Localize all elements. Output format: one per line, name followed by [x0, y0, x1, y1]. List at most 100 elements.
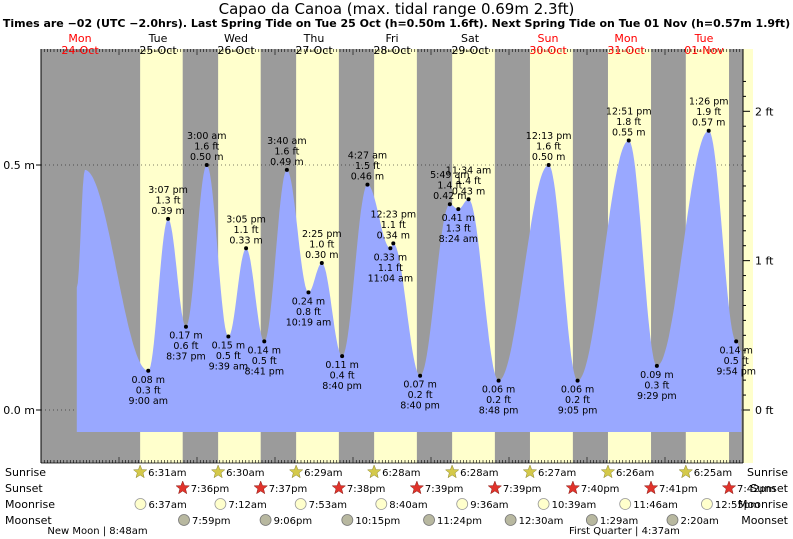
tide-area: [76, 130, 742, 432]
tide-label-line: 0.42 m: [433, 191, 466, 202]
tide-label-line: 0.5 ft: [724, 356, 749, 367]
tide-point: [244, 246, 249, 251]
moon-phase-label: First Quarter | 4:37am: [569, 526, 680, 537]
tide-label-line: 1.3 ft: [446, 224, 471, 235]
tide-point: [306, 290, 311, 295]
tide-point: [204, 163, 209, 167]
row-label-left: Moonset: [5, 514, 52, 527]
sunset-time: 7:38pm: [347, 484, 386, 495]
tide-label: 2:25 pm1.0 ft0.30 m: [302, 229, 342, 261]
tide-label-line: 4:27 am: [348, 151, 387, 162]
tide-point: [418, 373, 423, 378]
tide-label-line: 1.6 ft: [536, 142, 561, 153]
tide-label: 5:49 am1.4 ft0.42 m: [430, 170, 469, 202]
day-name: Fri: [385, 32, 398, 45]
tide-label-line: 11:04 am: [368, 273, 413, 284]
tide-label-line: 0.50 m: [190, 152, 223, 163]
tide-label-line: 0.57 m: [692, 118, 725, 129]
tide-point: [146, 368, 151, 373]
tide-label: 3:00 am1.6 ft0.50 m: [187, 131, 226, 163]
day-date: 29-Oct: [451, 44, 489, 57]
tide-label-line: 0.4 ft: [330, 371, 355, 382]
tide-label-line: 12:51 pm: [606, 107, 652, 118]
moonset-time: 10:15pm: [355, 516, 400, 527]
tide-label-line: 0.43 m: [452, 186, 485, 197]
tide-label-line: 1.5 ft: [355, 161, 380, 172]
moonset-icon: [341, 514, 354, 526]
y-axis-right: 0 ft 1 ft 2 ft: [742, 49, 774, 463]
tide-label: 0.06 m0.2 ft8:48 pm: [479, 385, 519, 417]
tide-label-line: 3:05 pm: [226, 214, 266, 225]
tide-label-line: 8:41 pm: [244, 366, 284, 377]
tide-label-line: 1.1 ft: [378, 263, 403, 274]
moonset-time: 1:29am: [600, 516, 638, 527]
sunrise-time: 6:25am: [694, 468, 732, 479]
tide-label: 0.41 m1.3 ft8:24 am: [439, 213, 478, 245]
tide-label-line: 1.3 ft: [156, 195, 181, 206]
day-date: 31-Oct: [607, 44, 645, 57]
tide-point: [166, 216, 171, 221]
day-date: 01-Nov: [684, 44, 724, 57]
sunrise-icon: [132, 464, 148, 479]
tide-label-line: 1.9 ft: [696, 107, 721, 118]
tide-label-line: 0.15 m: [212, 341, 245, 352]
tide-label-line: 0.06 m: [561, 385, 594, 396]
day-date: 24-Oct: [61, 44, 99, 57]
y-tick-label: 0.5 m: [3, 159, 35, 172]
sunrise-time: 6:28am: [460, 468, 498, 479]
day-labels: Mon24-OctTue25-OctWed26-OctThu27-OctFri2…: [61, 32, 724, 57]
tide-label-line: 1.4 ft: [456, 176, 481, 187]
tide-label-line: 11:34 am: [446, 165, 491, 176]
moonrise-icon: [294, 498, 307, 510]
moonrise-time: 11:46am: [633, 500, 678, 511]
sunset-icon: [565, 480, 581, 495]
tide-label: 3:07 pm1.3 ft0.39 m: [148, 185, 188, 217]
moonrise-time: 8:40am: [389, 500, 427, 511]
day-date: 28-Oct: [373, 44, 411, 57]
sunrise-icon: [600, 464, 616, 479]
moonset-icon: [666, 514, 679, 526]
day-name: Tue: [148, 32, 168, 45]
tide-label-line: 5:49 am: [430, 170, 469, 181]
tide-label-line: 0.55 m: [612, 128, 645, 139]
moonset-icon: [504, 514, 517, 526]
sunset-time: 7:39pm: [503, 484, 542, 495]
tide-label-line: 0.41 m: [442, 213, 475, 224]
sunrise-icon: [522, 464, 538, 479]
astro-table: Sunrise Sunrise Sunset Sunset Moonrise Moonri…: [5, 464, 789, 537]
tide-label: 1:26 pm1.9 ft0.57 m: [689, 97, 729, 129]
moonset-time: 11:24pm: [437, 516, 482, 527]
moonrise-time: 7:12am: [228, 500, 266, 511]
chart-title: Capao da Canoa (max. tidal range 0.69m 2…: [218, 0, 575, 18]
day-date: 27-Oct: [295, 44, 333, 57]
day-date: 25-Oct: [139, 44, 177, 57]
tide-point: [365, 182, 370, 187]
y-right-tick-label: 1 ft: [755, 255, 774, 268]
tide-point: [734, 339, 739, 344]
tide-label: 0.07 m0.2 ft8:40 pm: [400, 380, 440, 412]
sunrise-icon: [210, 464, 226, 479]
tide-label-line: 0.5 ft: [216, 351, 241, 362]
moonset-icon: [423, 514, 435, 526]
sunrise-time: 6:30am: [226, 468, 264, 479]
tide-point: [226, 334, 231, 339]
day-name: Mon: [68, 32, 91, 45]
y-tick-label: 0.0 m: [3, 404, 35, 417]
tide-label: 0.14 m0.5 ft8:41 pm: [244, 345, 284, 377]
moonrise-icon: [619, 498, 632, 510]
sunset-time: 7:41pm: [659, 484, 698, 495]
tide-label-line: 12:13 pm: [526, 131, 572, 142]
tide-label-line: 9:39 am: [209, 362, 248, 373]
tide-point: [262, 339, 267, 344]
tide-label-line: 0.24 m: [292, 296, 325, 307]
tide-label-line: 0.06 m: [482, 385, 515, 396]
sunrise-time: 6:29am: [304, 468, 342, 479]
moonset-icon: [259, 514, 272, 526]
tide-label: 0.14 m0.5 ft9:54 pm: [716, 345, 756, 377]
sunset-time: 7:42pm: [737, 484, 776, 495]
tide-point: [654, 363, 659, 368]
sunset-time: 7:36pm: [191, 484, 230, 495]
tide-label: 0.09 m0.3 ft9:29 pm: [637, 370, 677, 402]
tide-label-line: 10:19 am: [286, 317, 331, 328]
tide-point: [319, 261, 324, 265]
